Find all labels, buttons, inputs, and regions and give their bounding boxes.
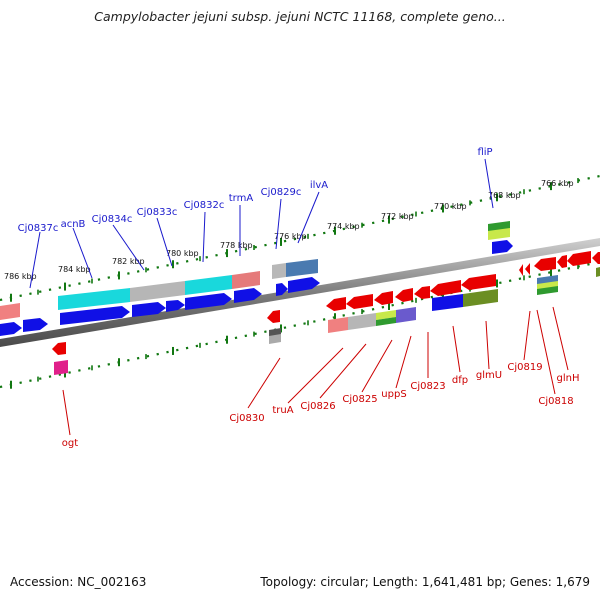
feature-bar[interactable] <box>396 307 416 323</box>
reverse-strand-features <box>52 251 600 375</box>
feature-bar[interactable] <box>596 267 600 277</box>
gene-label-ilva[interactable]: ilvA <box>310 180 328 191</box>
gene-arrow[interactable] <box>430 280 461 296</box>
feature-bar[interactable] <box>537 286 558 295</box>
gene-label-glnh[interactable]: glnH <box>557 373 580 384</box>
gene-label-cj0818[interactable]: Cj0818 <box>538 396 573 407</box>
feature-bar[interactable] <box>376 317 396 326</box>
gene-arrow[interactable] <box>52 342 66 355</box>
reverse-label-connectors <box>62 306 569 436</box>
gene-label-trma[interactable]: trmA <box>229 193 254 204</box>
gene-arrow[interactable] <box>492 240 513 254</box>
gene-label-cj0829c[interactable]: Cj0829c <box>261 187 302 198</box>
feature-bar[interactable] <box>232 271 260 289</box>
gene-label-cj0823[interactable]: Cj0823 <box>410 381 445 392</box>
tick-label: 770 kbp <box>434 202 467 211</box>
tick-label: 772 kbp <box>381 212 414 221</box>
tick-label: 766 kbp <box>541 179 574 188</box>
gene-arrow[interactable] <box>534 257 556 271</box>
feature-bar[interactable] <box>432 294 463 311</box>
feature-bar[interactable] <box>463 289 498 307</box>
feature-bar[interactable] <box>54 360 68 375</box>
gene-label-cj0834c[interactable]: Cj0834c <box>92 214 133 225</box>
scale-lines <box>0 174 600 389</box>
gene-arrow[interactable] <box>557 255 567 268</box>
gene-arrow[interactable] <box>519 264 523 276</box>
tick-label: 768 kbp <box>488 191 521 200</box>
tick-label: 776 kbp <box>274 232 307 241</box>
gene-arrow[interactable] <box>374 291 393 305</box>
gene-arrow[interactable] <box>185 293 232 310</box>
feature-bar[interactable] <box>328 317 348 333</box>
gene-label-flip[interactable]: fliP <box>477 147 492 158</box>
gene-label-upps[interactable]: uppS <box>381 389 406 400</box>
gene-arrow[interactable] <box>567 251 591 266</box>
forward-label-connectors <box>29 158 494 289</box>
gene-arrow[interactable] <box>326 297 346 311</box>
gene-label-cj0832c[interactable]: Cj0832c <box>184 200 225 211</box>
tick-label: 778 kbp <box>220 241 253 250</box>
tick-label: 784 kbp <box>58 265 91 274</box>
gene-label-acnb[interactable]: acnB <box>61 219 86 230</box>
feature-bar[interactable] <box>58 288 130 310</box>
feature-bar[interactable] <box>488 228 510 240</box>
gene-arrow[interactable] <box>592 252 600 264</box>
gene-arrow[interactable] <box>395 288 413 302</box>
gene-arrow[interactable] <box>60 306 130 325</box>
gene-arrow[interactable] <box>267 310 280 323</box>
feature-bar[interactable] <box>376 310 396 320</box>
gene-arrow[interactable] <box>234 288 262 303</box>
gene-arrow[interactable] <box>166 300 185 312</box>
gene-arrow[interactable] <box>414 286 430 299</box>
genome-backbone <box>0 238 600 347</box>
feature-bar[interactable] <box>272 263 286 279</box>
gene-label-cj0830[interactable]: Cj0830 <box>229 413 264 424</box>
accession-text: Accession: NC_002163 <box>10 575 147 589</box>
gene-label-cj0826[interactable]: Cj0826 <box>300 401 335 412</box>
feature-bar[interactable] <box>130 281 185 302</box>
gene-label-cj0825[interactable]: Cj0825 <box>342 394 377 405</box>
gene-arrow[interactable] <box>276 283 288 296</box>
gene-label-trua[interactable]: truA <box>272 405 293 416</box>
gene-label-cj0819[interactable]: Cj0819 <box>507 362 542 373</box>
tick-labels: 786 kbp 784 kbp 782 kbp 780 kbp 778 kbp … <box>4 179 574 281</box>
tick-label: 774 kbp <box>327 222 360 231</box>
gene-label-dfp[interactable]: dfp <box>452 375 468 386</box>
gene-arrow[interactable] <box>0 322 22 336</box>
tick-label: 786 kbp <box>4 272 37 281</box>
tick-label: 782 kbp <box>112 257 145 266</box>
gene-arrow[interactable] <box>346 294 373 309</box>
gene-label-cj0833c[interactable]: Cj0833c <box>137 207 178 218</box>
gene-label-glmu[interactable]: glmU <box>476 370 502 381</box>
feature-bar[interactable] <box>185 275 232 295</box>
gene-label-ogt[interactable]: ogt <box>62 438 78 449</box>
forward-strand-features <box>0 221 513 336</box>
map-title: Campylobacter jejuni subsp. jejuni NCTC … <box>94 9 506 24</box>
feature-bar[interactable] <box>0 303 20 320</box>
gene-arrow[interactable] <box>461 274 496 290</box>
gene-arrow[interactable] <box>23 318 48 332</box>
feature-bar[interactable] <box>286 259 318 277</box>
gene-label-cj0837c[interactable]: Cj0837c <box>18 223 59 234</box>
feature-bar[interactable] <box>348 313 376 330</box>
gene-arrow[interactable] <box>525 263 530 275</box>
feature-bar[interactable] <box>269 334 281 344</box>
gene-arrow[interactable] <box>288 277 320 293</box>
topology-summary: Topology: circular; Length: 1,641,481 bp… <box>260 575 590 589</box>
gene-arrow[interactable] <box>132 302 166 317</box>
tick-label: 780 kbp <box>166 249 199 258</box>
